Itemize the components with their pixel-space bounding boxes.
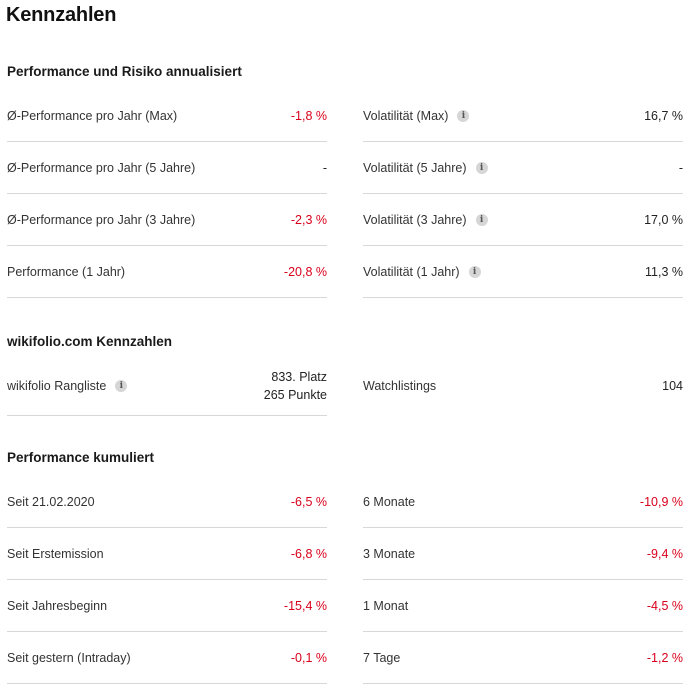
info-icon[interactable]: i	[475, 213, 488, 226]
ranking-value: 833. Platz 265 Punkte	[264, 368, 327, 404]
watchlistings-value: 104	[662, 379, 683, 393]
stat-row: 6 Monate -10,9 %	[363, 476, 683, 528]
stat-value: -10,9 %	[639, 494, 683, 509]
stat-row: Volatilität (1 Jahr) i 11,3 %	[363, 246, 683, 298]
stat-value: -0,1 %	[290, 650, 327, 665]
stat-label: 1 Monat	[363, 598, 409, 613]
stat-row: Seit Jahresbeginn -15,4 %	[7, 580, 327, 632]
ranking-row: wikifolio Rangliste i 833. Platz 265 Pun…	[7, 357, 327, 416]
stat-label: Volatilität (3 Jahre) i	[363, 213, 488, 227]
section-title-performance-risk: Performance und Risiko annualisiert	[7, 64, 242, 79]
stat-row: 7 Tage -1,2 %	[363, 632, 683, 684]
performance-risk-right-column: Volatilität (Max) i 16,7 % Volatilität (…	[363, 90, 683, 298]
stat-row: Ø-Performance pro Jahr (Max) -1,8 %	[7, 90, 327, 142]
ranking-label-text: wikifolio Rangliste	[7, 379, 107, 393]
stat-label: Seit gestern (Intraday)	[7, 650, 131, 665]
stat-row: 1 Monat -4,5 %	[363, 580, 683, 632]
section-title-wikifolio: wikifolio.com Kennzahlen	[7, 334, 173, 349]
stat-row: Volatilität (5 Jahre) i -	[363, 142, 683, 194]
stat-row: Volatilität (3 Jahre) i 17,0 %	[363, 194, 683, 246]
info-icon[interactable]: i	[475, 161, 488, 174]
info-icon[interactable]: i	[468, 265, 481, 278]
stat-row: Seit 21.02.2020 -6,5 %	[7, 476, 327, 528]
stat-row: 3 Monate -9,4 %	[363, 528, 683, 580]
stat-value: -	[322, 160, 327, 175]
ranking-place: 833. Platz	[271, 370, 327, 384]
stat-label: Performance (1 Jahr)	[7, 264, 126, 279]
stat-value: -6,8 %	[290, 546, 327, 561]
stat-value: -1,2 %	[646, 650, 683, 665]
performance-risk-left-column: Ø-Performance pro Jahr (Max) -1,8 % Ø-Pe…	[7, 90, 327, 298]
stat-value: -1,8 %	[290, 108, 327, 123]
stat-label: Volatilität (5 Jahre) i	[363, 161, 488, 175]
stat-value: -6,5 %	[290, 494, 327, 509]
stat-label: Seit 21.02.2020	[7, 494, 95, 509]
stat-row: Performance (1 Jahr) -20,8 %	[7, 246, 327, 298]
stat-label: Seit Jahresbeginn	[7, 598, 108, 613]
stat-value: -15,4 %	[283, 598, 327, 613]
stat-label: Seit Erstemission	[7, 546, 104, 561]
cumulative-right-column: 6 Monate -10,9 % 3 Monate -9,4 % 1 Monat…	[363, 476, 683, 684]
stat-value: 17,0 %	[644, 212, 683, 227]
info-icon[interactable]: i	[115, 380, 128, 392]
stat-label-text: Volatilität (3 Jahre)	[363, 212, 467, 227]
stat-label: Ø-Performance pro Jahr (3 Jahre)	[7, 212, 196, 227]
stat-value: 11,3 %	[645, 264, 683, 279]
stat-label: 7 Tage	[363, 650, 401, 665]
stat-value: -20,8 %	[283, 264, 327, 279]
stat-value: -	[678, 160, 683, 175]
stat-label: Ø-Performance pro Jahr (Max)	[7, 108, 178, 123]
stat-value: -2,3 %	[290, 212, 327, 227]
stat-row: Volatilität (Max) i 16,7 %	[363, 90, 683, 142]
stat-label: Volatilität (Max) i	[363, 108, 470, 123]
wikifolio-left-column: wikifolio Rangliste i 833. Platz 265 Pun…	[7, 357, 327, 416]
watchlistings-label: Watchlistings	[363, 379, 437, 393]
stat-row: Ø-Performance pro Jahr (3 Jahre) -2,3 %	[7, 194, 327, 246]
stat-row: Ø-Performance pro Jahr (5 Jahre) -	[7, 142, 327, 194]
stat-label: 3 Monate	[363, 546, 416, 561]
stat-label: 6 Monate	[363, 494, 416, 509]
ranking-points: 265 Punkte	[263, 388, 327, 402]
stat-value: -4,5 %	[646, 598, 683, 613]
page-title: Kennzahlen	[6, 4, 117, 26]
cumulative-left-column: Seit 21.02.2020 -6,5 % Seit Erstemission…	[7, 476, 327, 684]
wikifolio-right-column: Watchlistings 104	[363, 357, 683, 415]
stat-row: Seit gestern (Intraday) -0,1 %	[7, 632, 327, 684]
stat-value: 16,7 %	[644, 108, 683, 123]
section-title-cumulative: Performance kumuliert	[7, 450, 155, 465]
stat-label-text: Volatilität (Max)	[363, 108, 449, 123]
ranking-label: wikifolio Rangliste i	[7, 379, 128, 393]
info-icon[interactable]: i	[457, 109, 470, 122]
stat-label-text: Volatilität (1 Jahr)	[363, 264, 460, 279]
stat-row: Seit Erstemission -6,8 %	[7, 528, 327, 580]
stat-label-text: Volatilität (5 Jahre)	[363, 160, 467, 175]
watchlistings-row: Watchlistings 104	[363, 357, 683, 415]
stat-label: Volatilität (1 Jahr) i	[363, 265, 481, 279]
stat-value: -9,4 %	[646, 546, 683, 561]
stat-label: Ø-Performance pro Jahr (5 Jahre)	[7, 160, 196, 175]
